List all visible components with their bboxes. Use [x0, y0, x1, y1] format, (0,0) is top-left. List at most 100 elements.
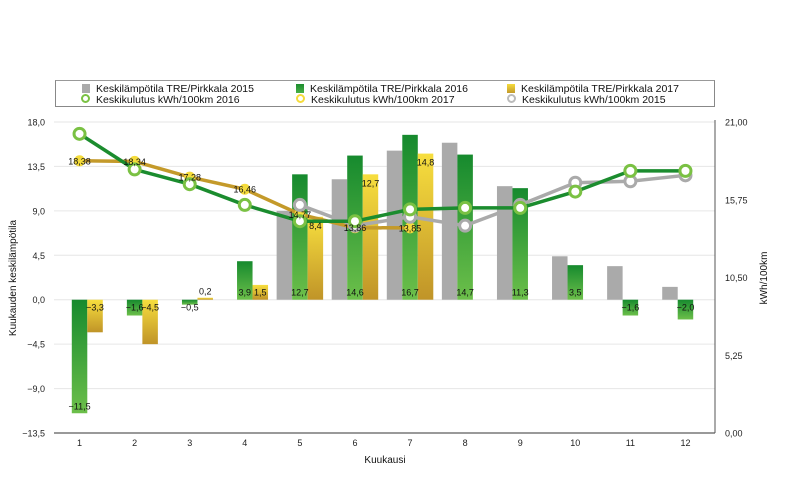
line-value-label: 13,86: [344, 223, 367, 233]
line-point-2016: [237, 197, 252, 212]
x-tick-label: 8: [463, 438, 468, 448]
line-point-2016: [127, 162, 142, 177]
y-tick-label: 9,0: [32, 206, 45, 216]
gridlines: [54, 121, 715, 390]
bar-2016: [622, 299, 639, 316]
bar-2016: [181, 299, 198, 305]
legend: Keskilämpötila TRE/Pirkkala 2015 Keskilä…: [55, 80, 715, 107]
legend-item-temp-2015: Keskilämpötila TRE/Pirkkala 2015: [82, 83, 254, 95]
line-series-2016: [78, 132, 686, 223]
bar-value-label: 14,6: [346, 288, 364, 298]
y2-tick-label: 21,00: [725, 118, 748, 128]
line-point-2017: [404, 222, 416, 234]
data-labels: −11,5 −1,6 −0,5 3,9 12,7 14,6 16,7 14,7 11,3 3,5 −…: [68, 156, 694, 411]
legend-label: Keskilämpötila TRE/Pirkkala 2015: [96, 83, 254, 95]
bar-value-label: −1,6: [126, 303, 144, 313]
y2-tick-label: 0,00: [725, 429, 743, 439]
legend-item-temp-2016: Keskilämpötila TRE/Pirkkala 2016: [296, 83, 468, 95]
bar-value-label: 14,7: [456, 288, 474, 298]
bar-value-label: 12,7: [291, 288, 309, 298]
line-point-2017: [74, 155, 86, 167]
x-tick-label: 11: [626, 438, 635, 448]
bar-2017: [197, 297, 213, 300]
bar-2016: [292, 174, 308, 300]
line-value-label: 13,85: [399, 223, 422, 233]
bar-value-label: −1,6: [621, 303, 639, 313]
bar-2015: [552, 256, 568, 300]
line-point-2016: [182, 177, 197, 192]
line-point-2016: [458, 200, 473, 215]
bar-2015: [607, 266, 623, 300]
bar-value-label: 0,2: [199, 287, 212, 297]
y-tick-label: −13,5: [22, 429, 45, 439]
line-point-2016: [623, 163, 638, 178]
legend-label: Keskilämpötila TRE/Pirkkala 2016: [310, 83, 468, 95]
bar-2017: [307, 216, 324, 300]
x-tick-label: 3: [187, 438, 192, 448]
legend-swatch-gray: [82, 84, 90, 93]
bar-2015: [662, 286, 678, 300]
bar-value-label: 3,5: [569, 288, 582, 298]
legend-item-consumption-2015: Keskikulutus kWh/100km 2015: [507, 94, 666, 106]
line-value-label: 17,28: [178, 173, 201, 183]
legend-item-temp-2017: Keskilämpötila TRE/Pirkkala 2017: [507, 83, 679, 95]
bar-2015: [386, 150, 403, 300]
x-axis-label: Kuukausi: [364, 455, 405, 466]
bar-2017: [87, 299, 103, 333]
bar-2016: [512, 188, 528, 300]
line-value-label: 16,46: [234, 185, 257, 195]
x-tick-label: 7: [408, 438, 413, 448]
line-value-label: 14,77: [289, 210, 312, 220]
x-tick-label: 5: [297, 438, 302, 448]
y2-tick-label: 15,75: [725, 195, 748, 205]
axes: 18,013,59,04,50,0−4,5−9,0−13,521,0015,75…: [22, 118, 747, 449]
y-tick-label: 18,0: [27, 118, 45, 128]
legend-swatch-yellow: [507, 84, 515, 93]
lines: [72, 126, 693, 234]
x-tick-label: 9: [518, 438, 523, 448]
bar-2017: [417, 153, 434, 300]
y-axis-label: Kuukauden keskilämpötila: [8, 219, 19, 336]
y-tick-label: 0,0: [32, 295, 45, 305]
bar-2016: [126, 299, 143, 316]
y-tick-label: 4,5: [32, 251, 45, 261]
line-value-label: 18,34: [123, 157, 146, 167]
x-tick-label: 1: [77, 438, 82, 448]
y2-tick-label: 10,50: [725, 273, 748, 283]
bar-2017: [252, 284, 269, 300]
legend-label: Keskikulutus kWh/100km 2016: [96, 94, 240, 106]
bar-value-label: 1,5: [254, 288, 267, 298]
y-tick-label: 13,5: [27, 162, 45, 172]
line-point-2015: [292, 197, 307, 212]
legend-marker-gray-ring-icon: [507, 94, 516, 103]
bar-2016: [677, 299, 694, 320]
legend-marker-green-ring-icon: [81, 94, 90, 103]
y2-axis-label: kWh/100km: [759, 252, 770, 305]
bar-2015: [441, 142, 458, 300]
legend-swatch-green: [296, 84, 304, 93]
x-tick-label: 12: [680, 438, 690, 448]
legend-label: Keskilämpötila TRE/Pirkkala 2017: [521, 83, 679, 95]
line-point-2016: [513, 200, 528, 215]
line-point-2016: [347, 214, 362, 229]
line-point-2016: [292, 214, 307, 229]
x-tick-label: 2: [132, 438, 137, 448]
line-series-2015: [299, 173, 686, 228]
y-tick-label: −4,5: [27, 340, 45, 350]
bar-value-label: −4,5: [141, 303, 159, 313]
bar-2017: [142, 299, 158, 345]
line-point-2017: [239, 183, 251, 195]
line-value-label: 18,38: [68, 156, 91, 166]
bar-value-label: 8,4: [309, 221, 322, 231]
x-tick-label: 10: [570, 438, 580, 448]
bar-2016: [567, 265, 584, 300]
y2-tick-label: 5,25: [725, 351, 743, 361]
bar-value-label: 11,3: [512, 288, 529, 298]
legend-item-consumption-2016: Keskikulutus kWh/100km 2016: [81, 94, 240, 106]
x-tick-label: 6: [352, 438, 357, 448]
legend-label: Keskikulutus kWh/100km 2015: [522, 94, 666, 106]
bar-2016: [237, 261, 253, 300]
line-point-2015: [458, 218, 473, 233]
bar-2015: [276, 210, 293, 300]
bar-value-label: 14,8: [417, 158, 435, 168]
